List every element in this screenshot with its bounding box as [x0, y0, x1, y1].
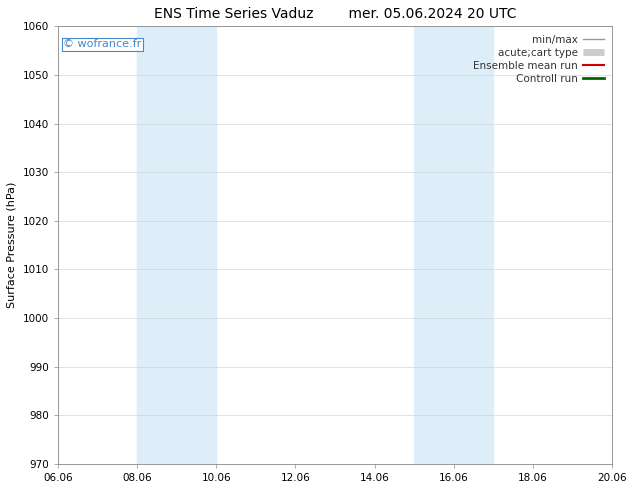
Text: © wofrance.fr: © wofrance.fr: [63, 39, 141, 49]
Bar: [137, 26, 216, 464]
Bar: [414, 26, 454, 464]
Bar: [454, 26, 493, 464]
Legend: min/max, acute;cart type, Ensemble mean run, Controll run: min/max, acute;cart type, Ensemble mean …: [470, 31, 607, 87]
Title: ENS Time Series Vaduz        mer. 05.06.2024 20 UTC: ENS Time Series Vaduz mer. 05.06.2024 20…: [154, 7, 516, 21]
Y-axis label: Surface Pressure (hPa): Surface Pressure (hPa): [7, 182, 17, 308]
